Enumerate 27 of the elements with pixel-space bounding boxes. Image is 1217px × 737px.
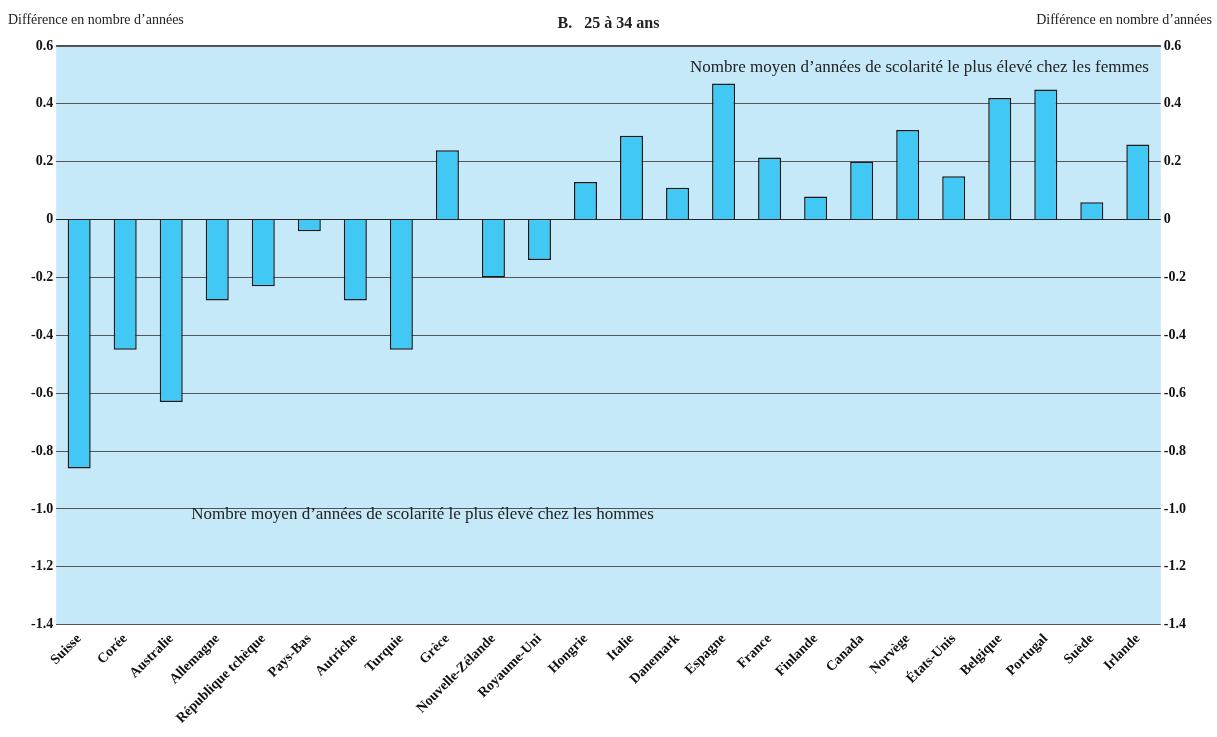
y2-tick-label: -1.2 bbox=[1163, 558, 1187, 574]
y-tick-label: -0.4 bbox=[30, 326, 54, 342]
y2-tick-label: -0.6 bbox=[1163, 384, 1187, 400]
y2-tick-label: 0 bbox=[1163, 211, 1171, 227]
y-axis-title: Différence en nombre d’années bbox=[8, 11, 184, 27]
annotation: Nombre moyen d’années de scolarité le plus élevé chez les femmes bbox=[690, 57, 1149, 77]
y-tick-label: 0 bbox=[46, 211, 54, 227]
y-tick-label: -0.8 bbox=[30, 442, 54, 458]
y2-axis-title: Différence en nombre d’années bbox=[1036, 11, 1212, 27]
y2-tick-label: -0.8 bbox=[1163, 442, 1187, 458]
y-tick-label: -0.2 bbox=[30, 269, 54, 285]
y2-tick-label: 0.4 bbox=[1163, 95, 1182, 111]
y-tick-label: 0.2 bbox=[35, 153, 54, 169]
chart-title: B. 25 à 34 ans bbox=[557, 14, 660, 32]
y-tick-label: -1.2 bbox=[30, 558, 54, 574]
y2-tick-label: -1.4 bbox=[1163, 616, 1187, 632]
y-tick-label: 0.4 bbox=[35, 95, 54, 111]
y-tick-label: -1.4 bbox=[30, 616, 54, 632]
y2-tick-label: -1.0 bbox=[1163, 500, 1187, 516]
y-tick-label: -0.6 bbox=[30, 384, 54, 400]
y2-tick-label: 0.6 bbox=[1163, 37, 1182, 53]
y-tick-label: -1.0 bbox=[30, 500, 54, 516]
y2-tick-label: -0.2 bbox=[1163, 269, 1187, 285]
y-tick-label: 0.6 bbox=[35, 37, 54, 53]
y2-tick-label: 0.2 bbox=[1163, 153, 1182, 169]
y2-tick-label: -0.4 bbox=[1163, 326, 1187, 342]
annotation: Nombre moyen d’années de scolarité le plus élevé chez les hommes bbox=[191, 504, 654, 524]
